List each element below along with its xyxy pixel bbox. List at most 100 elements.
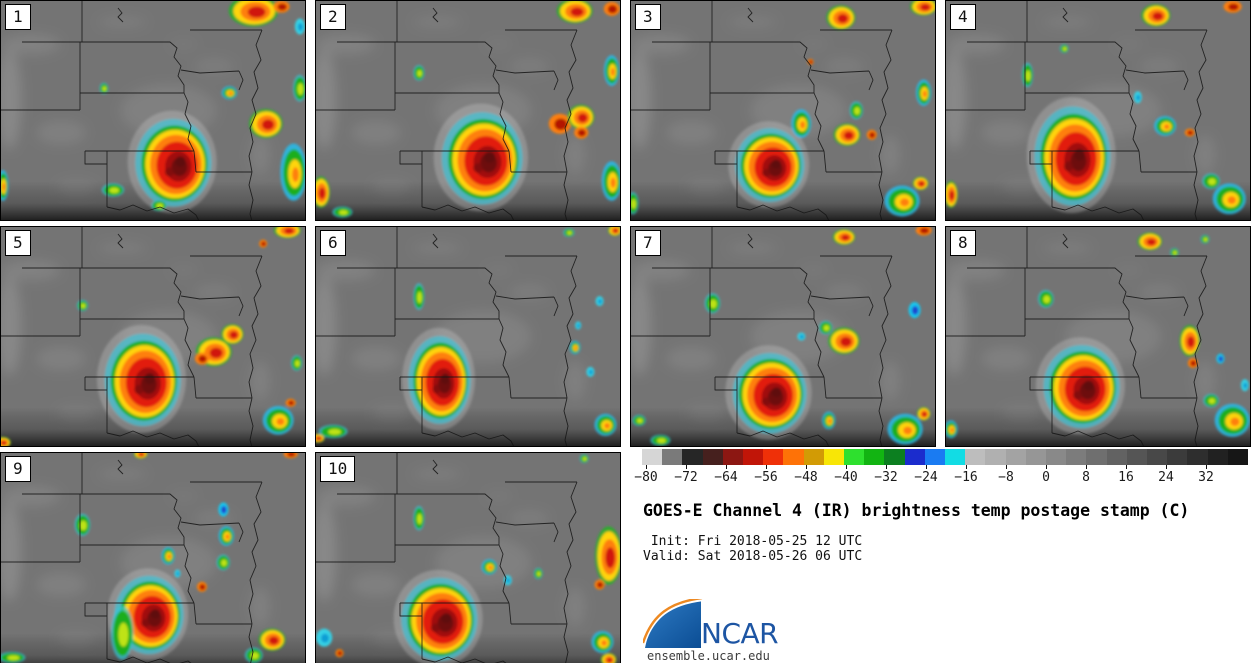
storm-blob-warm (228, 0, 279, 27)
storm-blob-main (402, 327, 476, 431)
colorbar-tick-mark (846, 465, 847, 469)
storm-blob-cyan (294, 18, 305, 35)
storm-blob-green (650, 434, 671, 446)
storm-blob-green (704, 293, 721, 314)
storm-blob-cool (1214, 403, 1250, 437)
colorbar-tick-label: −24 (914, 470, 938, 485)
colorbar-tick-mark (686, 465, 687, 469)
storm-blob-blue (908, 301, 921, 318)
storm-blob-cool (161, 546, 175, 565)
storm-blob-green (630, 191, 639, 215)
storm-blob-warm (258, 628, 286, 651)
init-time: Init: Fri 2018-05-25 12 UTC (643, 534, 863, 549)
state-borders (630, 226, 893, 447)
panel-number-badge: 4 (950, 4, 976, 30)
storm-blob-red (273, 0, 290, 13)
storm-blob-red (603, 1, 620, 16)
storm-blob-warm (0, 436, 11, 447)
storm-blob-red (807, 58, 814, 65)
storm-blob-cool (603, 55, 620, 86)
colorbar-segment (1005, 449, 1026, 465)
storm-blob-cool (221, 86, 238, 100)
colorbar-segment (1147, 449, 1168, 465)
ensemble-panel-3: 3 (630, 0, 936, 221)
storm-blob-green (101, 183, 125, 197)
storm-blob-cool (1212, 183, 1246, 215)
storm-blobs-layer (945, 232, 1250, 439)
panel-number-badge: 8 (950, 230, 976, 256)
colorbar-segment (864, 449, 885, 465)
storm-blob-cyan (797, 332, 806, 341)
storm-blob-cool (945, 420, 958, 439)
storm-blob-green (216, 554, 230, 571)
storm-blob-red (1184, 128, 1195, 137)
panel-frame (0, 0, 306, 221)
satellite-ir-map (945, 226, 1251, 447)
panel-number-badge: 9 (5, 456, 31, 482)
state-borders (315, 226, 578, 447)
storm-blob-red (915, 226, 932, 236)
colorbar-segment (1025, 449, 1047, 465)
colorbar-tick-mark (1206, 465, 1207, 469)
colorbar-tick-label: 0 (1042, 470, 1050, 485)
ensemble-panel-10: 10 (315, 452, 621, 663)
storm-blob-green (533, 567, 543, 580)
ncar-logo-text: NCAR (701, 617, 779, 650)
storm-blob-cool (569, 340, 581, 355)
satellite-ir-map (630, 226, 936, 447)
storm-blob-warm (826, 5, 856, 30)
storm-blob-blue (218, 502, 229, 517)
storm-blob-main (433, 103, 529, 212)
storm-blob-cyan (174, 569, 181, 578)
storm-blob-red (196, 581, 207, 592)
colorbar-segment (702, 449, 723, 465)
panel-number-badge: 10 (320, 456, 356, 482)
storm-blob-warm (221, 324, 244, 345)
storm-blob-red (594, 579, 605, 590)
storm-blob-green (244, 647, 263, 663)
storm-blob-warm (1137, 232, 1163, 251)
colorbar-tick-mark (1126, 465, 1127, 469)
colorbar-tick-mark (806, 465, 807, 469)
storm-blob-red (574, 126, 589, 139)
colorbar-segment (642, 449, 663, 465)
panel-frame (945, 226, 1251, 447)
colorbar-tick-mark (1006, 465, 1007, 469)
colorbar-segment (1207, 449, 1228, 465)
storm-blob-green (413, 283, 425, 310)
storm-blob-red (866, 129, 877, 140)
state-borders (315, 452, 578, 663)
colorbar-tick-mark (766, 465, 767, 469)
panel-frame (315, 226, 621, 447)
storm-blob-cyan (586, 366, 595, 377)
storm-blob-green (291, 355, 303, 371)
storm-blob-green (413, 64, 425, 81)
state-borders (0, 226, 263, 447)
storm-blobs-layer (0, 452, 298, 663)
colorbar-tick-label: −72 (674, 470, 698, 485)
colorbar-tick-label: −56 (754, 470, 778, 485)
panel-frame (0, 452, 306, 663)
colorbar-segment (662, 449, 683, 465)
ensemble-panel-7: 7 (630, 226, 936, 447)
panel-frame (315, 0, 621, 221)
storm-blob-cyan (1240, 379, 1249, 392)
panel-frame (630, 0, 936, 221)
panel-number-badge: 5 (5, 230, 31, 256)
storm-blob-main (1026, 97, 1116, 214)
colorbar-segment (783, 449, 804, 465)
storm-blob-cyan (1133, 91, 1142, 104)
ncar-logo (640, 596, 703, 653)
ensemble-panel-4: 4 (945, 0, 1251, 221)
warm-surface-shading (315, 407, 621, 447)
state-borders (0, 0, 263, 221)
colorbar-segment (823, 449, 845, 465)
colorbar-tick-label: 24 (1158, 470, 1174, 485)
storm-blob-red (1223, 0, 1242, 13)
satellite-ir-map (0, 452, 306, 663)
storm-blob-red (259, 239, 268, 248)
storm-blob-green (632, 414, 646, 427)
storm-blob-green (1203, 393, 1219, 408)
storm-blob-green (1200, 234, 1210, 244)
